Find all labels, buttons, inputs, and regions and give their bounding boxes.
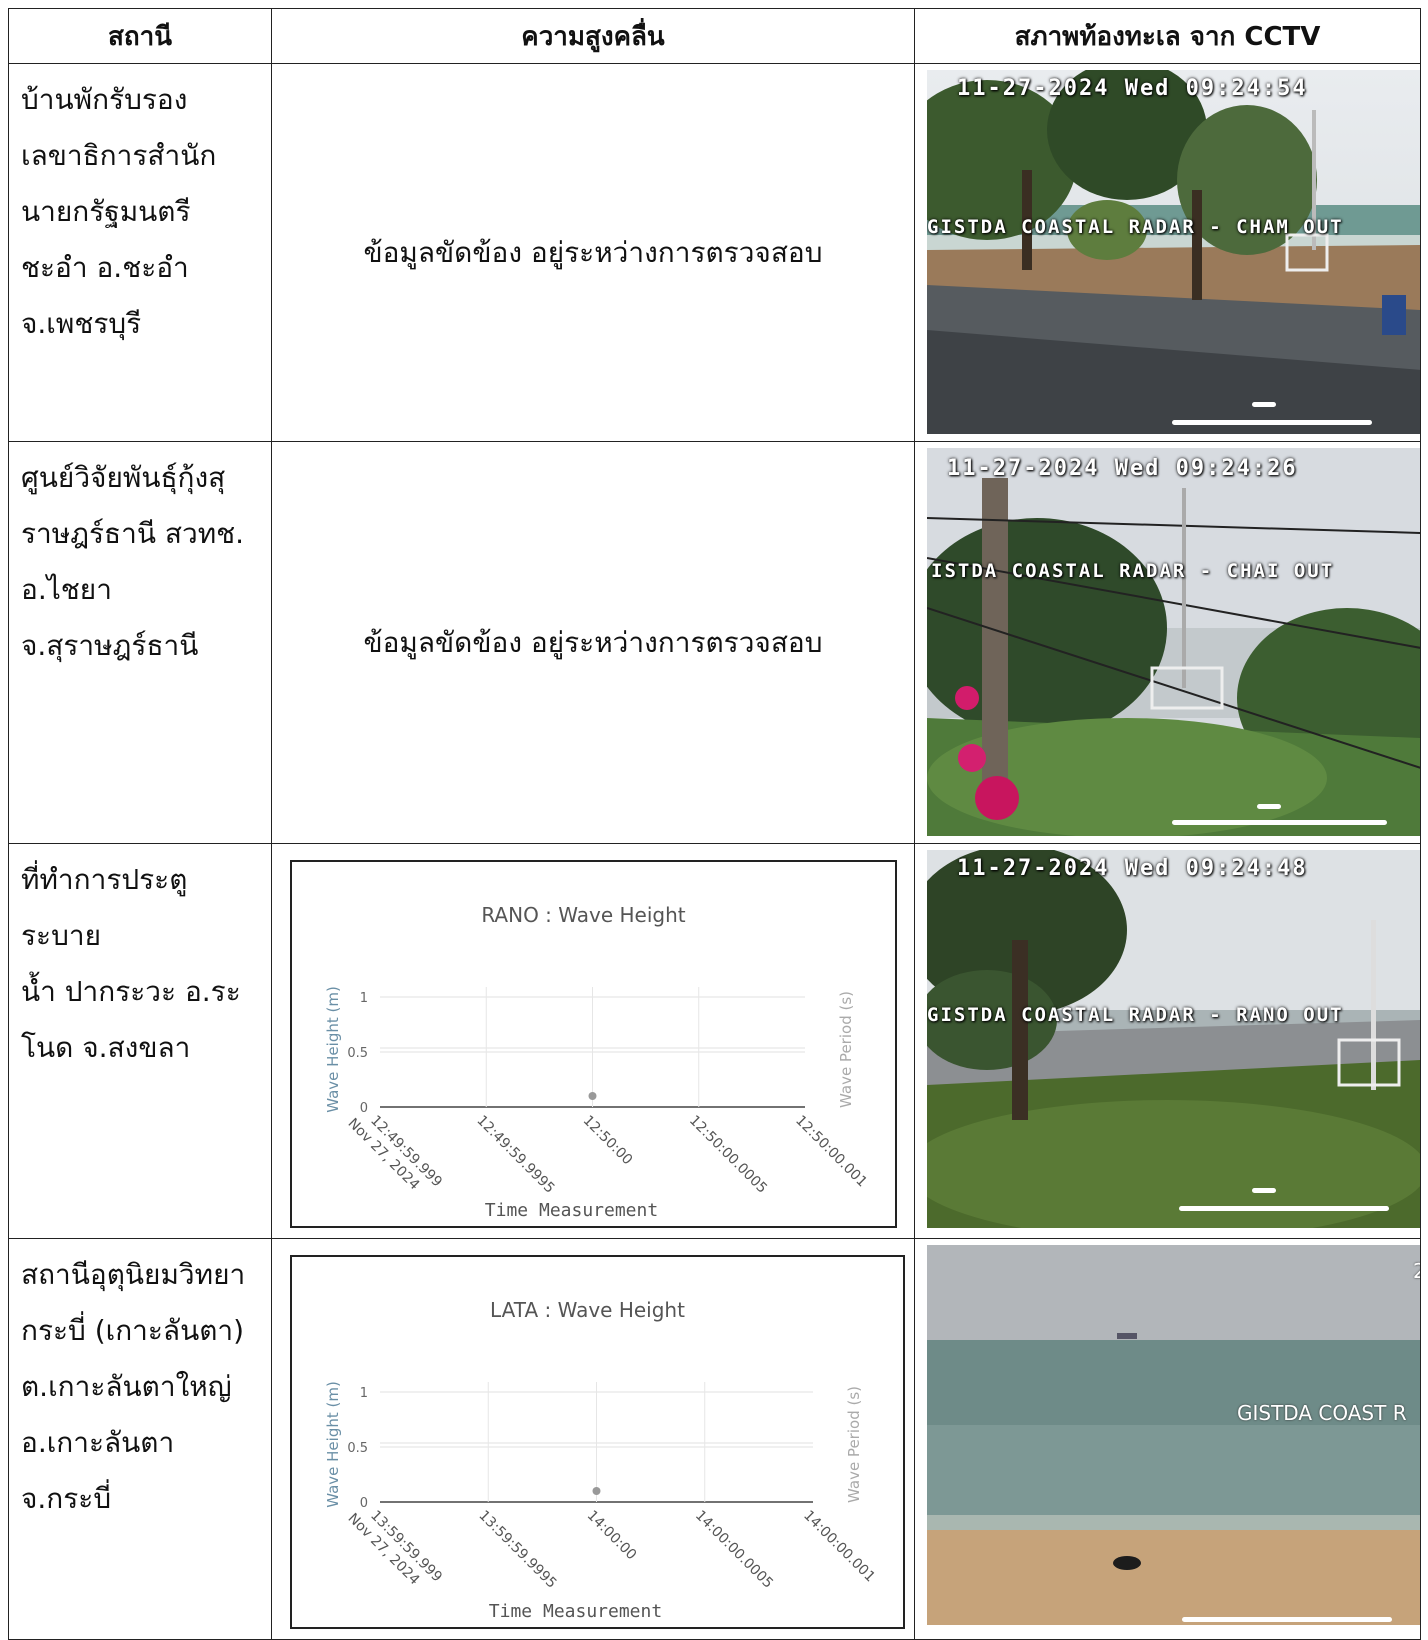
station-line: บ้านพักรับรอง [21,83,188,116]
station-line: ศูนย์วิจัยพันธุ์กุ้งสุ [21,461,226,494]
wave-height-chart: RANO : Wave Height 0 0.5 1 12:49:59.999Nov 2… [324,903,870,1221]
station-line: จ.กระบี่ [21,1482,112,1515]
data-point [588,1092,597,1100]
cctv-cell: 11-27-2024 Wed 09:24:54 GISTDA COASTAL R… [914,63,1421,442]
cctv-indicator [1252,402,1276,407]
x-tick-label: 14:00:00.0005 [692,1508,776,1592]
cctv-timestamp: 2 [1413,1259,1420,1283]
y-tick-label: 0.5 [347,1046,368,1061]
table-row: ที่ทำการประตูระบาย น้ำ ปากระวะ อ.ระ โนด … [8,843,1421,1239]
station-cell: ศูนย์วิจัยพันธุ์กุ้งสุ ราษฎร์ธานี สวทช. … [8,441,272,844]
station-cell: สถานีอุตุนิยมวิทยา กระบี่ (เกาะลันตา) ต.… [8,1238,272,1640]
cctv-progress-bar [1179,1206,1389,1211]
cctv-timestamp: 11-27-2024 Wed 09:24:54 [957,76,1308,101]
station-line: ต.เกาะลันตาใหญ่ [21,1370,232,1403]
station-line: กระบี่ (เกาะลันตา) [21,1314,245,1347]
station-line: ชะอำ อ.ชะอำ [21,251,189,284]
station-line: สถานีอุตุนิยมวิทยา [21,1258,246,1291]
cctv-cell: 2 GISTDA COAST R [914,1238,1421,1640]
cctv-timestamp: 11-27-2024 Wed 09:24:48 [957,856,1308,881]
cctv-scene [927,448,1420,836]
station-line: จ.เพชรบุรี [21,307,142,340]
x-axis-label: Time Measurement [485,1200,658,1221]
station-cell: บ้านพักรับรอง เลขาธิการสำนัก นายกรัฐมนตร… [8,63,272,442]
station-line: อ.เกาะลันตา [21,1426,175,1459]
y-axis-label: Wave Height (m) [324,986,342,1113]
header-cctv: สภาพท้องทะเล จาก CCTV [914,8,1421,64]
x-tick-label: 12:49:59.9995 [473,1113,557,1197]
data-point [592,1487,601,1495]
station-table: สถานี ความสูงคลื่น สภาพท้องทะเล จาก CCTV… [8,8,1421,1640]
header-row: สถานี ความสูงคลื่น สภาพท้องทะเล จาก CCTV [8,8,1421,64]
y2-axis-label: Wave Period (s) [845,1386,863,1503]
table-row: บ้านพักรับรอง เลขาธิการสำนัก นายกรัฐมนตร… [8,63,1421,442]
station-line: นายกรัฐมนตรี [21,195,191,228]
y-tick-label: 0 [360,1496,368,1511]
wave-height-chart: LATA : Wave Height 0 0.5 1 13:59:59.999Nov 2… [324,1298,878,1622]
x-tick-label: 12:49:59.999Nov 27, 2024 [345,1103,445,1203]
chart-title: RANO : Wave Height [481,903,685,927]
x-tick-label: 14:00:00.001 [800,1508,878,1586]
x-tick-label: 13:59:59.9995 [475,1508,559,1592]
cctv-image-chai: 11-27-2024 Wed 09:24:26 ISTDA COASTAL RA… [927,448,1420,836]
header-station: สถานี [8,8,272,64]
station-line: ที่ทำการประตูระบาย [21,863,188,952]
station-line: เลขาธิการสำนัก [21,139,217,172]
cctv-overlay: GISTDA COASTAL RADAR - CHAM OUT [927,216,1344,238]
y-tick-label: 0 [360,1101,368,1116]
wave-chart-rano: RANO : Wave Height 0 0.5 1 12:49:59.999Nov 2… [290,860,897,1228]
station-line: จ.สุราษฎร์ธานี [21,629,199,662]
station-line: น้ำ ปากระวะ อ.ระ [21,975,241,1008]
x-tick-label: 14:00:00 [584,1508,640,1564]
station-cell: ที่ทำการประตูระบาย น้ำ ปากระวะ อ.ระ โนด … [8,843,272,1239]
cctv-scene [927,850,1420,1228]
wave-chart-lata: LATA : Wave Height 0 0.5 1 13:59:59.999Nov 2… [290,1255,905,1629]
cctv-overlay: ISTDA COASTAL RADAR - CHAI OUT [931,560,1335,582]
y2-axis-label: Wave Period (s) [837,991,855,1108]
cctv-indicator [1252,1188,1276,1193]
header-wave-height: ความสูงคลื่น [271,8,915,64]
cctv-cell: 11-27-2024 Wed 09:24:48 GISTDA COASTAL R… [914,843,1421,1239]
cctv-progress-bar [1172,420,1372,425]
cctv-indicator [1257,804,1281,809]
station-line: อ.ไชยา [21,573,112,606]
y-tick-label: 1 [360,991,368,1006]
wave-chart-cell: LATA : Wave Height 0 0.5 1 13:59:59.999Nov 2… [271,1238,915,1640]
x-tick-label: 13:59:59.999Nov 27, 2024 [345,1498,445,1598]
x-tick-label: 12:50:00 [580,1113,636,1169]
table-row: ศูนย์วิจัยพันธุ์กุ้งสุ ราษฎร์ธานี สวทช. … [8,441,1421,844]
y-tick-label: 0.5 [347,1441,368,1456]
x-tick-label: 12:50:00.001 [792,1113,870,1191]
station-line: โนด จ.สงขลา [21,1031,191,1064]
cctv-progress-bar [1172,820,1387,825]
cctv-image-cham: 11-27-2024 Wed 09:24:54 GISTDA COASTAL R… [927,70,1420,434]
wave-chart-cell: RANO : Wave Height 0 0.5 1 12:49:59.999Nov 2… [271,843,915,1239]
cctv-scene [927,1245,1420,1625]
cctv-cell: 11-27-2024 Wed 09:24:26 ISTDA COASTAL RA… [914,441,1421,844]
wave-status-text: ข้อมูลขัดข้อง อยู่ระหว่างการตรวจสอบ [271,441,915,844]
y-axis-label: Wave Height (m) [324,1381,342,1508]
station-line: ราษฎร์ธานี สวทช. [21,517,245,550]
wave-status-text: ข้อมูลขัดข้อง อยู่ระหว่างการตรวจสอบ [271,63,915,442]
cctv-overlay: GISTDA COAST R [1237,1401,1407,1425]
cctv-image-lata: 2 GISTDA COAST R [927,1245,1420,1625]
cctv-overlay: GISTDA COASTAL RADAR - RANO OUT [927,1004,1344,1026]
x-axis-label: Time Measurement [489,1601,662,1622]
cctv-image-rano: 11-27-2024 Wed 09:24:48 GISTDA COASTAL R… [927,850,1420,1228]
x-tick-label: 12:50:00.0005 [686,1113,770,1197]
table-row: สถานีอุตุนิยมวิทยา กระบี่ (เกาะลันตา) ต.… [8,1238,1421,1640]
chart-title: LATA : Wave Height [490,1298,685,1322]
cctv-scene [927,70,1420,434]
cctv-timestamp: 11-27-2024 Wed 09:24:26 [947,456,1298,481]
y-tick-label: 1 [360,1386,368,1401]
cctv-progress-bar [1182,1617,1392,1622]
